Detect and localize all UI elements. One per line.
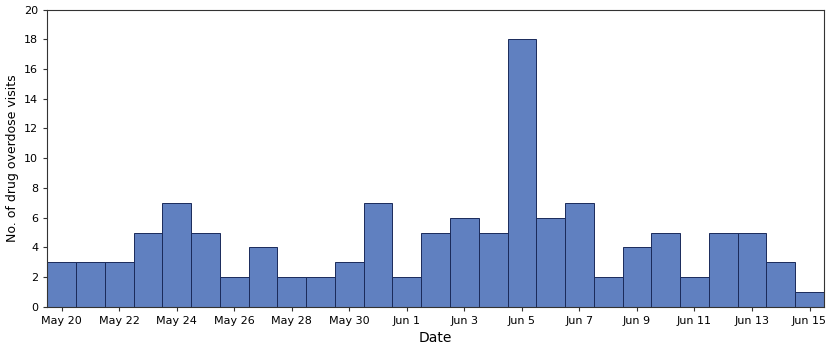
Bar: [623, 247, 651, 307]
Bar: [76, 262, 105, 307]
Y-axis label: No. of drug overdose visits: No. of drug overdose visits: [6, 74, 18, 242]
Bar: [594, 277, 623, 307]
Bar: [565, 203, 594, 307]
Bar: [795, 292, 824, 307]
Bar: [335, 262, 364, 307]
Bar: [450, 218, 478, 307]
Bar: [277, 277, 306, 307]
Bar: [478, 232, 508, 307]
Bar: [249, 247, 277, 307]
Bar: [105, 262, 134, 307]
Bar: [680, 277, 709, 307]
Bar: [306, 277, 335, 307]
Bar: [48, 262, 76, 307]
Bar: [651, 232, 680, 307]
Bar: [162, 203, 191, 307]
Bar: [220, 277, 249, 307]
Bar: [364, 203, 392, 307]
Bar: [392, 277, 421, 307]
Bar: [709, 232, 737, 307]
Bar: [767, 262, 795, 307]
Bar: [191, 232, 220, 307]
Bar: [536, 218, 565, 307]
X-axis label: Date: Date: [419, 331, 453, 345]
Bar: [134, 232, 162, 307]
Bar: [421, 232, 450, 307]
Bar: [737, 232, 767, 307]
Bar: [508, 39, 536, 307]
